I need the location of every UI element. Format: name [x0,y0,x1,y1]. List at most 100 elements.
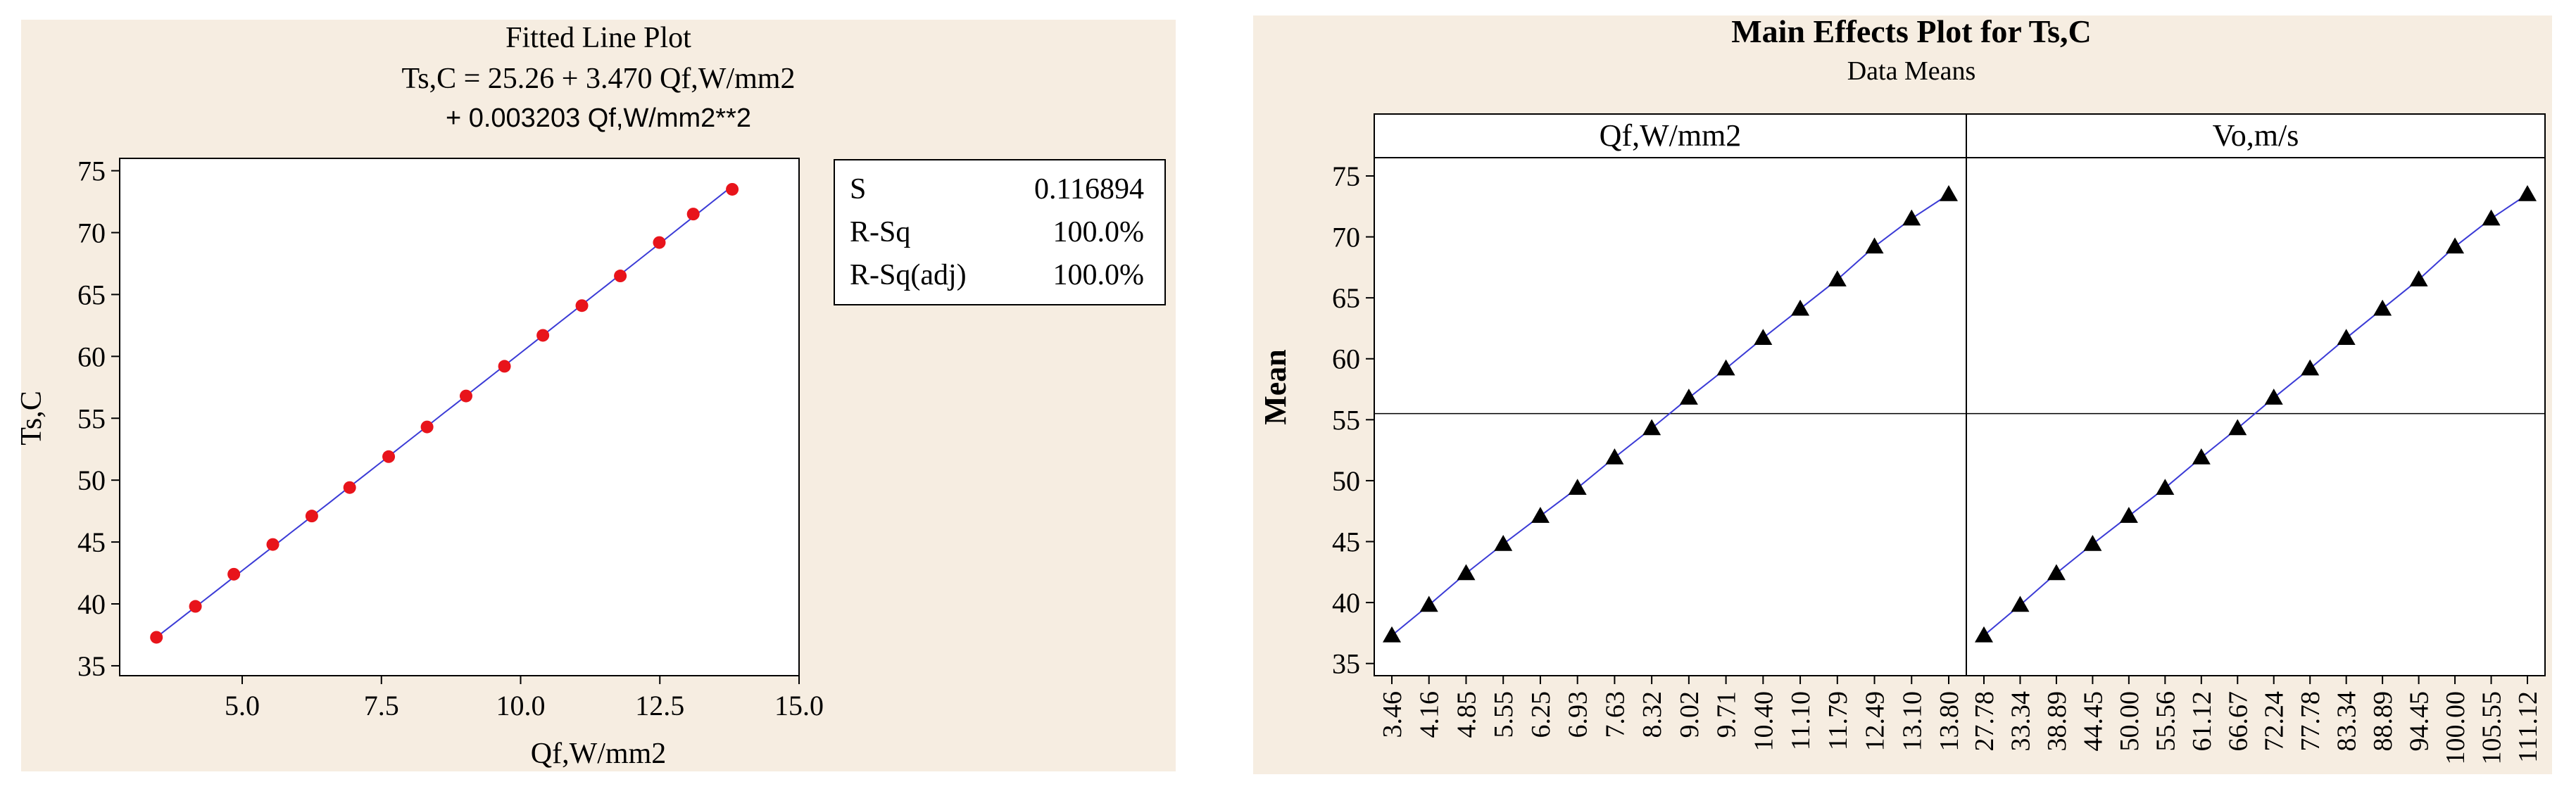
y-tick-label: 65 [1332,282,1360,314]
y-tick-label: 70 [1332,222,1360,253]
x-tick-label: 11.79 [1823,691,1853,750]
panel-header-label: Vo,m/s [2213,118,2299,153]
y-tick-label: 45 [77,526,106,558]
mean-marker [2156,479,2175,496]
x-tick-label: 10.0 [496,690,546,721]
y-tick-label: 55 [1332,404,1360,436]
main-effect-line [1391,194,1949,636]
data-point [498,360,511,373]
mean-marker [1568,479,1587,496]
mean-marker [2482,209,2501,226]
x-tick-label: 100.00 [2441,691,2470,765]
fitted-plot-equation-line2: + 0.003203 Qf,W/mm2**2 [446,103,751,133]
data-point [686,208,700,221]
x-tick-label: 13.80 [1935,691,1964,752]
main-effects-subtitle: Data Means [1847,56,1976,86]
mean-marker [2301,359,2320,376]
mean-marker [1865,237,1884,254]
mean-marker [1494,534,1513,551]
x-tick-label: 33.34 [2006,691,2035,752]
x-tick-label: 50.00 [2115,691,2144,752]
mean-marker [1940,184,1958,201]
y-tick-label: 60 [77,341,106,372]
fitted-line-plot-area: 35 40 45 50 55 60 65 70 75 5.0 7.5 10.0 12.5 15.0 [77,156,824,721]
x-tick-label: 4.85 [1452,691,1481,738]
x-tick-label: 44.45 [2078,691,2108,752]
y-tick-label: 35 [1332,648,1360,680]
mean-marker [2446,237,2465,254]
x-tick-label: 88.89 [2368,691,2398,752]
data-point [266,538,279,551]
y-tick-label: 35 [77,650,106,682]
mean-marker [1716,359,1735,376]
mean-marker [1754,329,1773,346]
data-point [382,450,396,463]
mean-marker [2373,299,2392,316]
mean-marker [1902,209,1921,226]
y-tick-label: 70 [77,217,106,249]
mean-marker [1975,626,1993,643]
main-effects-plot-area: 35 40 45 50 55 60 65 70 75 Qf,W/mm2 3.46 4.16 4.85 5.… [1332,113,2546,765]
y-tick-label: 75 [1332,160,1360,192]
x-tick-label: 10.40 [1749,691,1778,752]
data-point [150,631,163,644]
x-tick-label: 105.55 [2477,691,2507,765]
main-effects-y-axis-label: Mean [1258,349,1293,425]
y-tick-label: 45 [1332,526,1360,558]
x-tick-label: 12.49 [1861,691,1890,752]
x-tick-label: 15.0 [774,690,824,721]
y-tick-label: 55 [77,403,106,434]
mean-marker [2518,184,2537,201]
x-tick-label: 13.10 [1897,691,1927,752]
mean-marker [2119,507,2138,523]
mean-marker [2083,534,2102,551]
x-tick-label: 111.12 [2513,691,2543,763]
mean-marker [2047,564,2066,581]
mean-marker [1679,389,1698,405]
x-tick-label: 5.0 [225,690,260,721]
x-tick-label: 55.56 [2151,691,2180,752]
x-tick-label: 7.5 [364,690,399,721]
fitted-plot-title: Fitted Line Plot [505,22,691,54]
main-effects-title: Main Effects Plot for Ts,C [1731,13,2092,49]
y-tick-label: 40 [77,588,106,620]
main-effects-frame [1374,113,2546,676]
data-point [227,567,241,581]
x-tick-label: 8.32 [1638,691,1667,738]
mean-marker [2337,329,2356,346]
y-tick-label: 50 [1332,465,1360,497]
mean-marker [1457,564,1476,581]
x-tick-label: 6.93 [1564,691,1593,738]
y-tick-label: 75 [77,156,106,187]
main-effect-line [1983,194,2528,636]
x-tick-label: 94.45 [2405,691,2434,752]
x-tick-label: 27.78 [1970,691,1999,752]
y-tick-label: 60 [1332,343,1360,375]
x-tick-label: 83.34 [2332,691,2362,752]
x-tick-label: 61.12 [2187,691,2217,752]
x-tick-label: 12.5 [635,690,684,721]
fitted-plot-y-axis-label: Ts,C [15,391,48,446]
mean-marker [2264,389,2283,405]
x-tick-label: 77.78 [2296,691,2325,752]
y-tick-label: 50 [77,465,106,496]
stat-rsq-label: R-Sq [850,216,910,248]
mean-marker [1791,299,1810,316]
data-point [726,182,739,196]
stat-s-value: 0.116894 [1034,173,1144,206]
mean-marker [1531,507,1550,523]
mean-marker [2192,448,2211,465]
mean-marker [1419,595,1438,612]
stat-rsq-adj-label: R-Sq(adj) [850,259,967,291]
stat-s-label: S [850,173,866,206]
x-tick-label: 7.63 [1600,691,1630,738]
fitted-regression-line [156,185,733,638]
x-tick-label: 9.02 [1675,691,1704,738]
mean-marker [1383,626,1401,643]
data-point [189,600,202,613]
fitted-plot-frame [119,158,800,676]
fitted-plot-equation-line1: Ts,C = 25.26 + 3.470 Qf,W/mm2 [402,63,796,95]
mean-marker [1642,419,1661,436]
mean-marker [2409,270,2428,286]
data-point [305,510,318,523]
